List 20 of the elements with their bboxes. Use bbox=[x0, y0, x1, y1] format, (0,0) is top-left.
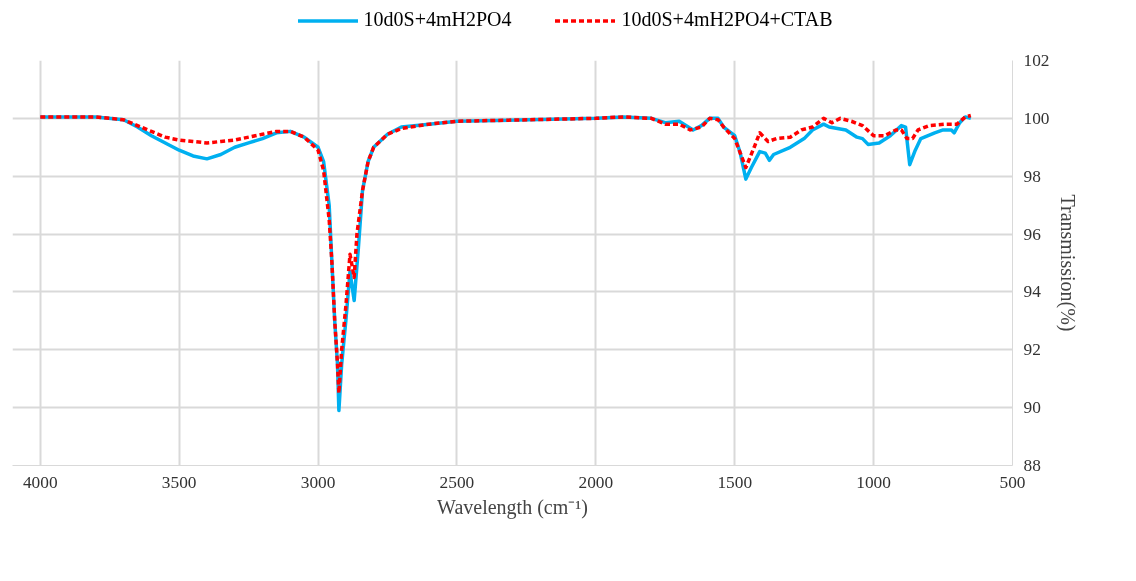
x-tick-label: 3000 bbox=[300, 472, 336, 492]
x-tick-label: 1500 bbox=[717, 472, 753, 492]
y-tick-label: 88 bbox=[1023, 456, 1041, 475]
x-tick-label: 3500 bbox=[161, 472, 197, 492]
x-tick-label: 500 bbox=[999, 472, 1026, 492]
y-tick-label: 92 bbox=[1023, 340, 1041, 360]
y-tick-label: 100 bbox=[1023, 108, 1050, 128]
x-axis-title: Wavelength (cm⁻¹) bbox=[437, 495, 588, 519]
legend-label: 10d0S+4mH2PO4+CTAB bbox=[621, 8, 833, 30]
legend-label: 10d0S+4mH2PO4 bbox=[363, 8, 512, 30]
x-tick-label: 4000 bbox=[22, 472, 58, 492]
x-tick-label: 1000 bbox=[856, 472, 891, 492]
y-tick-label: 98 bbox=[1023, 166, 1041, 186]
x-tick-label: 2000 bbox=[578, 472, 614, 492]
y-axis-title: Transmission(%) bbox=[1056, 194, 1080, 332]
x-tick-label: 2500 bbox=[439, 472, 475, 492]
y-tick-label: 94 bbox=[1023, 282, 1042, 302]
y-tick-label: 96 bbox=[1023, 224, 1042, 244]
y-tick-label: 102 bbox=[1023, 51, 1050, 70]
y-tick-label: 90 bbox=[1023, 398, 1041, 418]
